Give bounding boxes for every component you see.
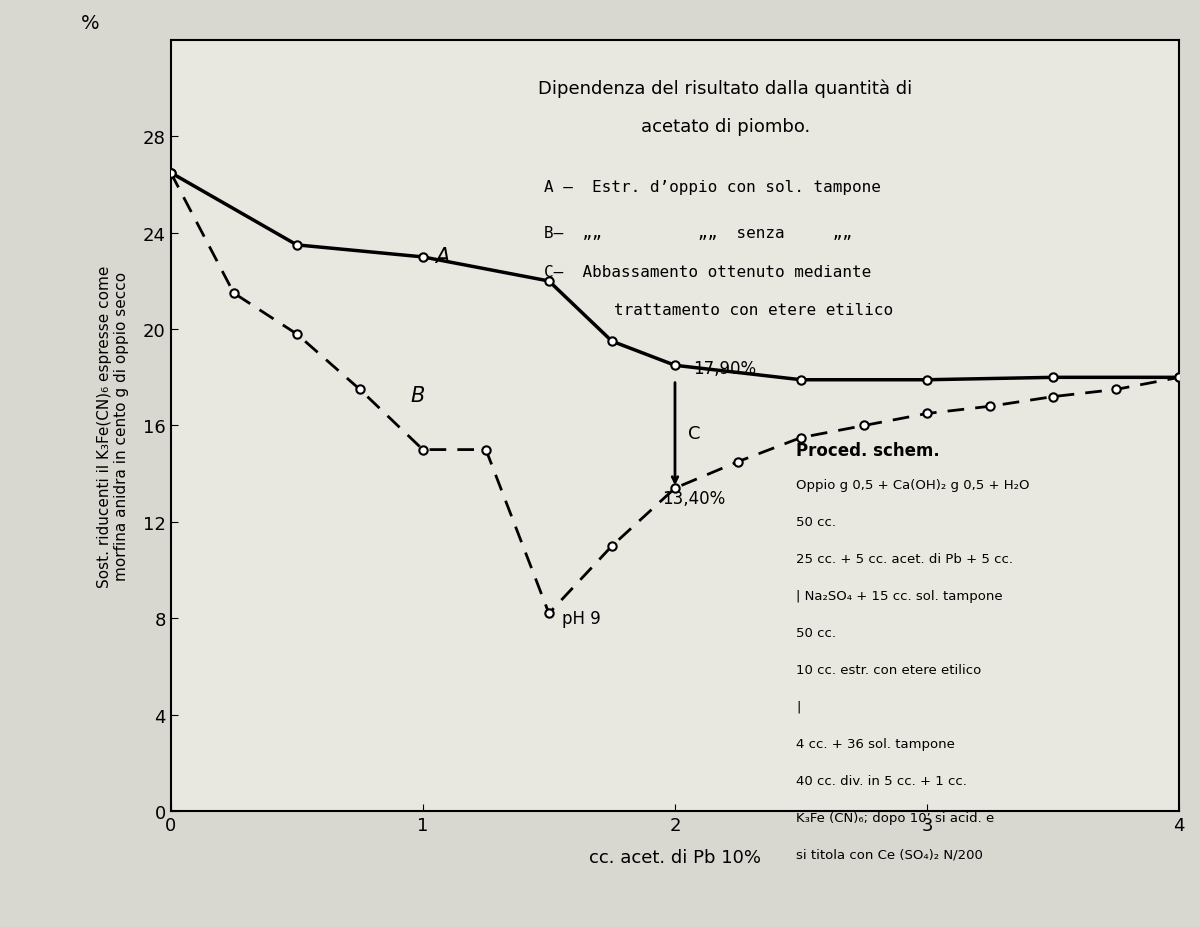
Text: Proced. schem.: Proced. schem. [796,441,940,460]
Text: | Na₂SO₄ + 15 cc. sol. tampone: | Na₂SO₄ + 15 cc. sol. tampone [796,590,1003,603]
Text: A: A [436,247,450,266]
Text: 50 cc.: 50 cc. [796,515,836,528]
Text: si titola con Ce (SO₄)₂ N/200: si titola con Ce (SO₄)₂ N/200 [796,848,983,861]
Text: 25 cc. + 5 cc. acet. di Pb + 5 cc.: 25 cc. + 5 cc. acet. di Pb + 5 cc. [796,552,1013,565]
Text: B: B [410,386,425,406]
Text: 50 cc.: 50 cc. [796,627,836,640]
Text: B–  „„          „„  senza     „„: B– „„ „„ senza „„ [544,226,852,241]
Text: A –  Estr. d’oppio con sol. tampone: A – Estr. d’oppio con sol. tampone [544,180,881,195]
Text: C–  Abbassamento ottenuto mediante: C– Abbassamento ottenuto mediante [544,264,871,279]
Text: trattamento con etere etilico: trattamento con etere etilico [614,303,894,318]
Y-axis label: Sost. riducenti il K₃Fe(CN)₆ espresse come
morfina anidra in cento g di oppio se: Sost. riducenti il K₃Fe(CN)₆ espresse co… [96,265,128,587]
Text: 17,90%: 17,90% [692,359,756,377]
Text: K₃Fe (CN)₆; dopo 10’ si acid. e: K₃Fe (CN)₆; dopo 10’ si acid. e [796,811,995,824]
Text: C: C [688,424,700,442]
Text: %: % [80,15,100,33]
Text: 40 cc. div. in 5 cc. + 1 cc.: 40 cc. div. in 5 cc. + 1 cc. [796,774,967,787]
Text: 10 cc. estr. con etere etilico: 10 cc. estr. con etere etilico [796,663,982,676]
X-axis label: cc. acet. di Pb 10%: cc. acet. di Pb 10% [589,847,761,866]
Text: Dipendenza del risultato dalla quantità di: Dipendenza del risultato dalla quantità … [539,80,912,98]
Text: 4 cc. + 36 sol. tampone: 4 cc. + 36 sol. tampone [796,737,955,750]
Text: |: | [796,700,800,713]
Text: 13,40%: 13,40% [662,489,726,507]
Text: pH 9: pH 9 [562,609,600,628]
Text: Oppio g 0,5 + Ca(OH)₂ g 0,5 + H₂O: Oppio g 0,5 + Ca(OH)₂ g 0,5 + H₂O [796,478,1030,491]
Text: acetato di piombo.: acetato di piombo. [641,118,810,136]
